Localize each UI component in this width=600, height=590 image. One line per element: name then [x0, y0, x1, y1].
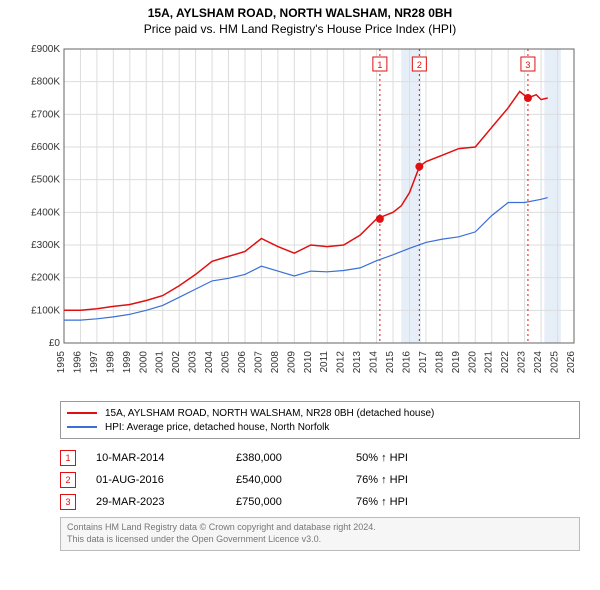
svg-text:2004: 2004: [204, 351, 215, 374]
svg-text:£100K: £100K: [31, 306, 60, 317]
legend-label-2: HPI: Average price, detached house, Nort…: [105, 422, 329, 433]
svg-text:1995: 1995: [56, 351, 67, 374]
sale-price-1: £380,000: [236, 452, 356, 464]
svg-text:1996: 1996: [72, 351, 83, 374]
svg-text:2022: 2022: [500, 351, 511, 374]
svg-text:2023: 2023: [517, 351, 528, 374]
legend: 15A, AYLSHAM ROAD, NORTH WALSHAM, NR28 0…: [60, 401, 580, 439]
svg-text:1997: 1997: [89, 351, 100, 374]
svg-text:£800K: £800K: [31, 77, 60, 88]
svg-text:£200K: £200K: [31, 273, 60, 284]
svg-text:2024: 2024: [533, 351, 544, 374]
svg-text:£900K: £900K: [31, 44, 60, 55]
svg-text:2006: 2006: [237, 351, 248, 374]
svg-text:2019: 2019: [451, 351, 462, 374]
svg-text:2013: 2013: [352, 351, 363, 374]
svg-text:2014: 2014: [369, 351, 380, 374]
svg-text:2: 2: [417, 60, 422, 70]
svg-text:3: 3: [525, 60, 530, 70]
sale-hpi-2: 76% ↑ HPI: [356, 474, 408, 486]
svg-text:2001: 2001: [155, 351, 166, 374]
svg-text:2008: 2008: [270, 351, 281, 374]
data-license-footer: Contains HM Land Registry data © Crown c…: [60, 517, 580, 550]
svg-text:2011: 2011: [319, 351, 330, 373]
svg-text:2020: 2020: [467, 351, 478, 374]
svg-text:£700K: £700K: [31, 110, 60, 121]
sale-date-1: 10-MAR-2014: [96, 452, 236, 464]
svg-text:2009: 2009: [286, 351, 297, 374]
sale-price-2: £540,000: [236, 474, 356, 486]
sale-marker-1: 1: [60, 450, 76, 466]
svg-text:2018: 2018: [434, 351, 445, 374]
sale-price-3: £750,000: [236, 496, 356, 508]
svg-text:2010: 2010: [303, 351, 314, 374]
footer-line-1: Contains HM Land Registry data © Crown c…: [67, 522, 573, 534]
footer-line-2: This data is licensed under the Open Gov…: [67, 534, 573, 546]
sale-date-3: 29-MAR-2023: [96, 496, 236, 508]
svg-text:1998: 1998: [105, 351, 116, 374]
svg-text:£600K: £600K: [31, 142, 60, 153]
svg-text:2005: 2005: [221, 351, 232, 374]
svg-text:£500K: £500K: [31, 175, 60, 186]
sale-events: 1 10-MAR-2014 £380,000 50% ↑ HPI 2 01-AU…: [60, 447, 580, 513]
svg-text:2012: 2012: [336, 351, 347, 374]
svg-text:1999: 1999: [122, 351, 133, 374]
sale-marker-3: 3: [60, 494, 76, 510]
svg-text:2016: 2016: [401, 351, 412, 374]
svg-text:2026: 2026: [566, 351, 577, 374]
sale-hpi-3: 76% ↑ HPI: [356, 496, 408, 508]
legend-swatch-2: [67, 426, 97, 428]
svg-text:£0: £0: [49, 338, 61, 349]
svg-text:2002: 2002: [171, 351, 182, 374]
svg-text:2007: 2007: [253, 351, 264, 374]
svg-text:2015: 2015: [385, 351, 396, 374]
title-line-1: 15A, AYLSHAM ROAD, NORTH WALSHAM, NR28 0…: [10, 6, 590, 22]
legend-label-1: 15A, AYLSHAM ROAD, NORTH WALSHAM, NR28 0…: [105, 408, 434, 419]
svg-text:£300K: £300K: [31, 240, 60, 251]
svg-text:2003: 2003: [188, 351, 199, 374]
legend-swatch-1: [67, 412, 97, 414]
svg-text:2021: 2021: [484, 351, 495, 374]
svg-text:1: 1: [377, 60, 382, 70]
svg-text:2000: 2000: [138, 351, 149, 374]
svg-text:£400K: £400K: [31, 208, 60, 219]
sale-date-2: 01-AUG-2016: [96, 474, 236, 486]
sale-marker-2: 2: [60, 472, 76, 488]
price-chart: £0 £100K £200K £300K £400K £500K £600K £700K £80…: [20, 43, 580, 393]
title-line-2: Price paid vs. HM Land Registry's House …: [10, 22, 590, 38]
svg-text:2017: 2017: [418, 351, 429, 374]
sale-hpi-1: 50% ↑ HPI: [356, 452, 408, 464]
svg-text:2025: 2025: [550, 351, 561, 374]
